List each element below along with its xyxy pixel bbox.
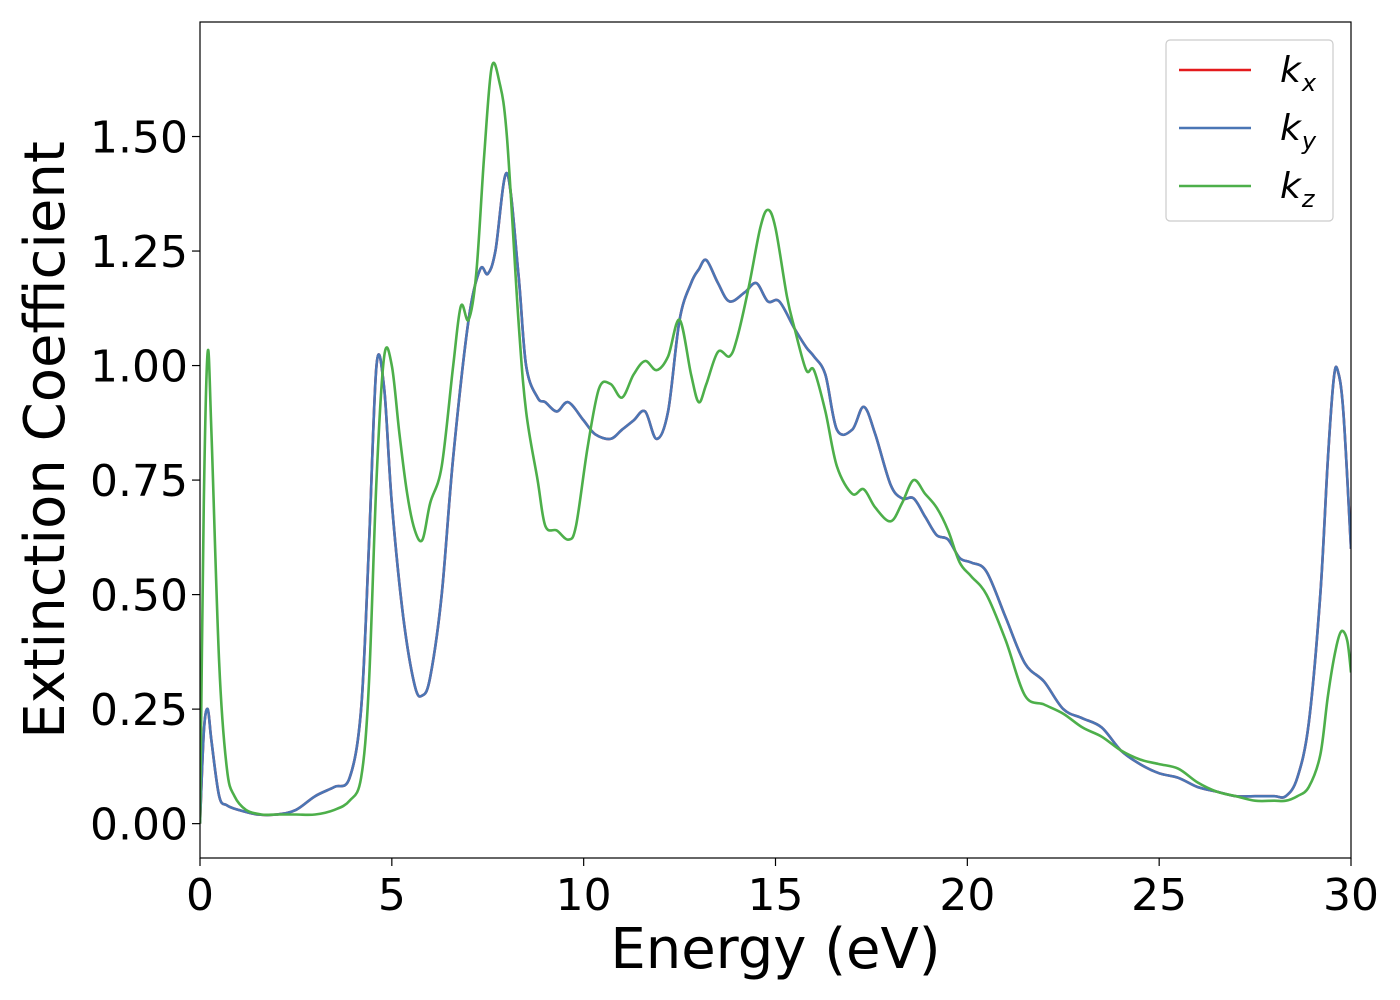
x-tick-label: 5 [378,870,406,921]
x-tick-label: 30 [1323,870,1379,921]
x-tick-label: 15 [748,870,804,921]
y-tick-label: 0.50 [90,571,188,622]
x-tick-label: 25 [1131,870,1187,921]
x-tick-label: 0 [186,870,214,921]
y-tick-label: 0.25 [90,685,188,736]
legend-label-x: kx [1280,50,1317,97]
x-axis-title: Energy (eV) [610,917,940,982]
series-line-y [200,171,1351,824]
y-tick-label: 1.00 [90,342,188,393]
series-layer [200,61,1351,824]
x-tick-label: 10 [556,870,612,921]
series-line-z [200,61,1351,824]
y-axis-title: Extinction Coefficient [13,141,78,739]
y-tick-label: 0.75 [90,456,188,507]
legend-label-z: kz [1280,166,1316,213]
x-tick-label: 20 [939,870,995,921]
legend: kx ky kz [1165,39,1334,222]
x-axis: 0 5 10 15 20 25 30 [186,858,1379,921]
y-tick-label: 1.50 [90,113,188,164]
legend-label-y: ky [1280,108,1317,155]
y-axis: 0.00 0.25 0.50 0.75 1.00 1.25 1.50 [90,113,200,851]
y-tick-label: 1.25 [90,227,188,278]
y-tick-label: 0.00 [90,800,188,851]
legend-box [1165,39,1334,222]
